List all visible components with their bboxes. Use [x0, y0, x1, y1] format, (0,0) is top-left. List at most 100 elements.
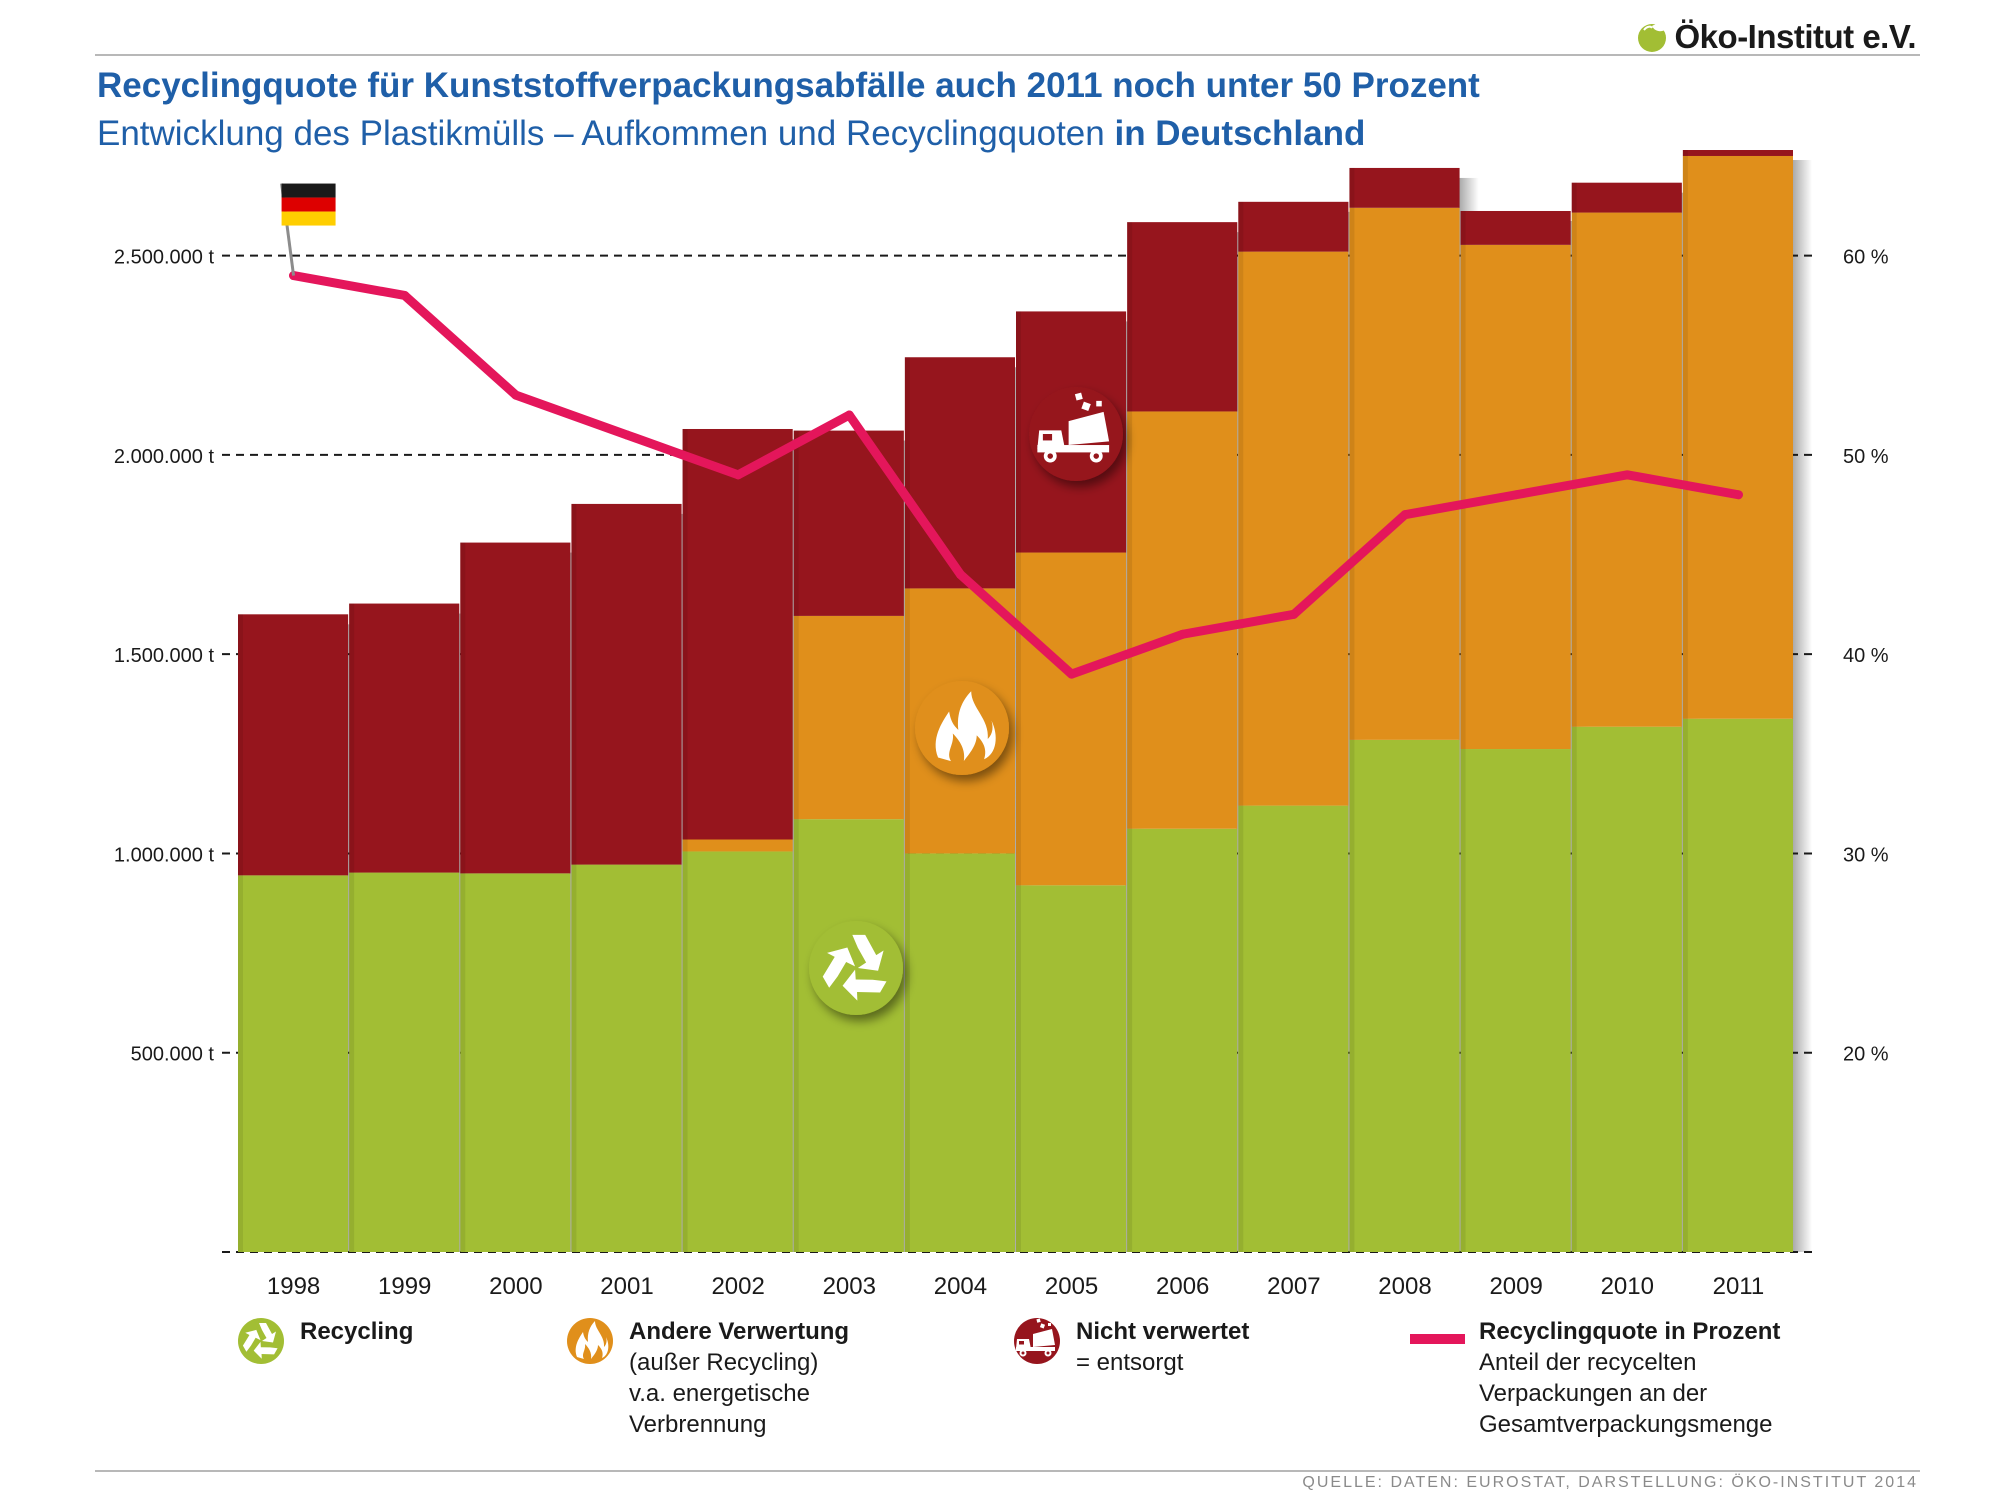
top-rule [95, 54, 1920, 56]
x-tick-label: 2011 [1713, 1273, 1765, 1300]
bar-segment-recycling-1999 [349, 872, 460, 1252]
bar-edge [238, 614, 243, 1252]
bar-segment-recycling-2001 [571, 864, 682, 1252]
legend-recycling: Recycling [236, 1316, 413, 1366]
bar-segment-nicht-verwertet-2010 [1571, 182, 1682, 213]
bar-segment-recycling-1998 [238, 875, 349, 1252]
bar-segment-andere-verwertung-2008 [1349, 207, 1460, 740]
bottom-rule [95, 1470, 1920, 1472]
bar-segment-nicht-verwertet-1999 [349, 603, 460, 873]
legend-recyclingquote: Recyclingquote in Prozent Anteil der rec… [1410, 1316, 1780, 1440]
y-right-tick-label: 60 % [1843, 247, 1889, 269]
y-left-tick-label: 1.000.000 t [114, 844, 215, 866]
garbage-truck-icon [1029, 387, 1123, 481]
bar-segment-recycling-2004 [904, 853, 1015, 1252]
y-left-tick-label: 500.000 t [131, 1044, 215, 1066]
chart-subtitle: Entwicklung des Plastikmülls – Aufkommen… [97, 114, 1365, 154]
legend-recyclingquote-title: Recyclingquote in Prozent [1479, 1318, 1781, 1345]
bar-segment-nicht-verwertet-1998 [238, 614, 349, 876]
x-tick-label: 2006 [1156, 1273, 1209, 1300]
bar-segment-recycling-2002 [682, 851, 793, 1252]
bar-edge [349, 603, 355, 1252]
bar-segment-andere-verwertung-2002 [682, 839, 793, 852]
chart-title: Recyclingquote für Kunststoffverpackungs… [97, 66, 1480, 105]
legend-nicht-verwertet-desc: = entsorgt [1076, 1349, 1184, 1376]
x-tick-label: 2008 [1378, 1273, 1431, 1300]
bar-segment-nicht-verwertet-2008 [1349, 167, 1460, 208]
fire-icon [567, 1318, 613, 1364]
legend-andere-verwertung-title: Andere Verwertung [629, 1318, 850, 1345]
bar-segment-nicht-verwertet-2000 [460, 542, 571, 874]
garbage-truck-icon [1014, 1318, 1060, 1364]
y-left-tick-label: 2.000.000 t [114, 446, 215, 468]
subtitle-bold: in Deutschland [1114, 114, 1366, 153]
line-point-2009 [1511, 490, 1521, 500]
bar-edge [1571, 182, 1577, 1253]
bar-segment-andere-verwertung-2010 [1571, 212, 1682, 727]
legend-line-swatch [1410, 1334, 1465, 1344]
bar-segment-nicht-verwertet-2011 [1682, 150, 1793, 156]
oeko-institut-logo: Öko-Institut e.V. [1635, 16, 1917, 58]
line-point-2008 [1400, 510, 1410, 520]
logo-text: Öko-Institut e.V. [1674, 18, 1917, 55]
line-point-1999 [400, 290, 410, 300]
recycle-icon [237, 1318, 284, 1364]
line-point-2011 [1733, 490, 1743, 500]
x-tick-label: 2001 [600, 1273, 653, 1300]
x-tick-label: 2003 [823, 1273, 876, 1300]
bar-segment-recycling-2010 [1571, 726, 1682, 1252]
fire-icon [915, 681, 1009, 775]
y-right-tick-label: 40 % [1843, 645, 1889, 667]
bar-segment-nicht-verwertet-2006 [1127, 222, 1238, 412]
bar-segment-recycling-2000 [460, 873, 571, 1252]
leaf-logo-icon [1637, 23, 1666, 52]
bar-edge [1682, 150, 1688, 1253]
line-point-2004 [955, 569, 965, 579]
bar-segment-nicht-verwertet-2001 [571, 503, 682, 865]
bar-edge [682, 428, 688, 1252]
line-point-2006 [1178, 629, 1188, 639]
bar-segment-nicht-verwertet-2002 [682, 428, 793, 840]
y-left-tick-label: 2.500.000 t [114, 247, 215, 269]
line-point-2005 [1067, 669, 1077, 679]
bar-segment-andere-verwertung-2007 [1238, 251, 1349, 806]
bar-segment-recycling-2008 [1349, 739, 1460, 1252]
x-tick-label: 2010 [1601, 1273, 1654, 1300]
y-right-tick-label: 30 % [1843, 844, 1889, 866]
recyclingquote-line [289, 271, 1743, 679]
bar-edge [460, 542, 466, 1252]
bar-edge [904, 357, 910, 1252]
legend-nicht-verwertet: Nicht verwertet = entsorgt [1012, 1316, 1249, 1378]
recycle-icon [809, 921, 903, 1015]
line-point-2001 [622, 430, 632, 440]
y-right-tick-label: 50 % [1843, 446, 1889, 468]
x-tick-label: 1998 [267, 1273, 320, 1300]
x-tick-label: 2004 [934, 1273, 987, 1300]
line-point-2003 [844, 410, 854, 420]
x-tick-label: 2000 [489, 1273, 542, 1300]
bar-edge [571, 503, 577, 1252]
bar-segment-nicht-verwertet-2004 [904, 357, 1015, 589]
germany-flag-icon [280, 183, 336, 276]
subtitle-main: Entwicklung des Plastikmülls – Aufkommen… [97, 114, 1115, 153]
bar-edge [1349, 167, 1355, 1253]
legend-andere-verwertung: Andere Verwertung (außer Recycling) v.a.… [565, 1316, 849, 1440]
line-point-2000 [511, 390, 521, 400]
line-point-2002 [733, 470, 743, 480]
bar-edge [1460, 210, 1466, 1253]
bar-segment-andere-verwertung-2003 [793, 615, 904, 820]
bar-segment-andere-verwertung-2006 [1127, 411, 1238, 829]
stacked-bar-chart: 1998 1999 2000 2001 2002 2003 2004 2005 2006 2007… [114, 150, 1889, 1300]
bar-edge [793, 430, 799, 1253]
bar-segment-recycling-2006 [1127, 828, 1238, 1252]
x-tick-label: 1999 [378, 1273, 431, 1300]
line-point-2007 [1289, 609, 1299, 619]
bar-segment-nicht-verwertet-2003 [793, 430, 904, 616]
x-tick-label: 2007 [1267, 1273, 1320, 1300]
bar-segment-recycling-2007 [1238, 805, 1349, 1252]
y-right-tick-label: 20 % [1843, 1044, 1889, 1066]
legend-andere-verwertung-desc: (außer Recycling) v.a. energetische Verb… [629, 1349, 819, 1438]
line-point-2010 [1622, 470, 1632, 480]
x-tick-label: 2005 [1045, 1273, 1098, 1300]
bar-segment-recycling-2003 [793, 819, 904, 1252]
